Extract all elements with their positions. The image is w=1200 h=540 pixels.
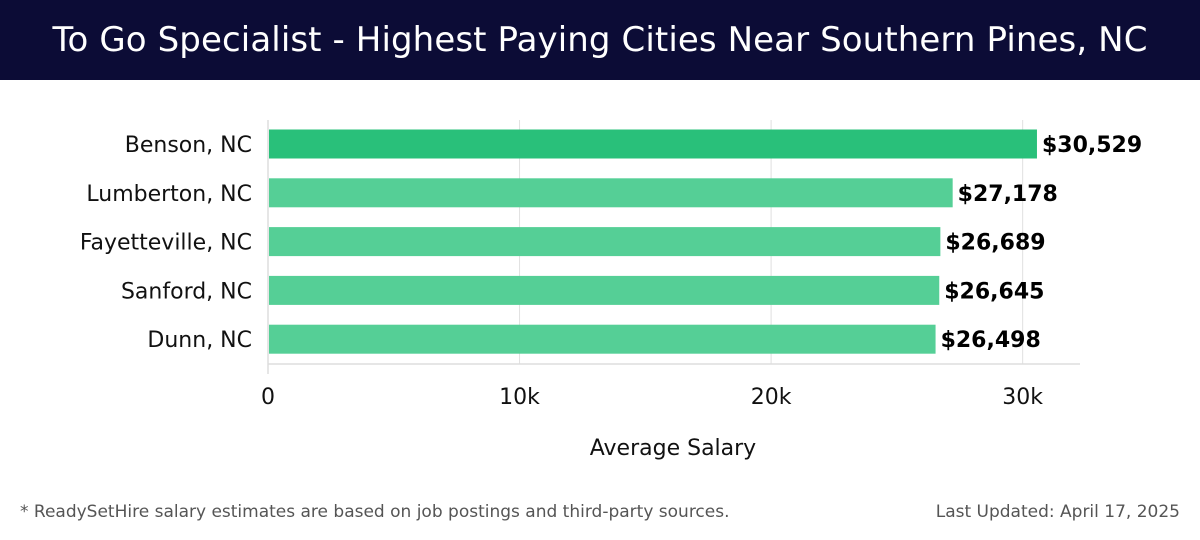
header-banner: To Go Specialist - Highest Paying Cities… [0, 0, 1200, 80]
salary-bar-chart: Benson, NC $30,529 Lumberton, NC $27,178 Fay… [80, 120, 1142, 461]
last-updated: Last Updated: April 17, 2025 [935, 502, 1180, 522]
footer-note: * ReadySetHire salary estimates are base… [20, 502, 730, 522]
value-label: $26,689 [945, 231, 1045, 256]
value-label: $26,645 [944, 279, 1044, 304]
category-label: Dunn, NC [147, 328, 252, 353]
bar [269, 129, 1037, 159]
chart-title: To Go Specialist - Highest Paying Cities… [52, 20, 1148, 60]
value-label: $27,178 [958, 182, 1058, 207]
x-axis-title: Average Salary [590, 436, 756, 461]
value-label: $26,498 [941, 328, 1041, 353]
category-label: Lumberton, NC [86, 182, 252, 207]
category-label: Fayetteville, NC [80, 231, 252, 256]
bar [269, 227, 941, 257]
bar [269, 275, 940, 305]
x-tick-label: 0 [261, 385, 275, 410]
value-label: $30,529 [1042, 133, 1142, 158]
category-label: Sanford, NC [121, 279, 252, 304]
x-tick-label: 20k [751, 385, 792, 410]
category-label: Benson, NC [125, 133, 252, 158]
x-tick-label: 10k [499, 385, 540, 410]
bar [269, 178, 953, 208]
bar [269, 324, 936, 354]
x-tick-label: 30k [1002, 385, 1043, 410]
